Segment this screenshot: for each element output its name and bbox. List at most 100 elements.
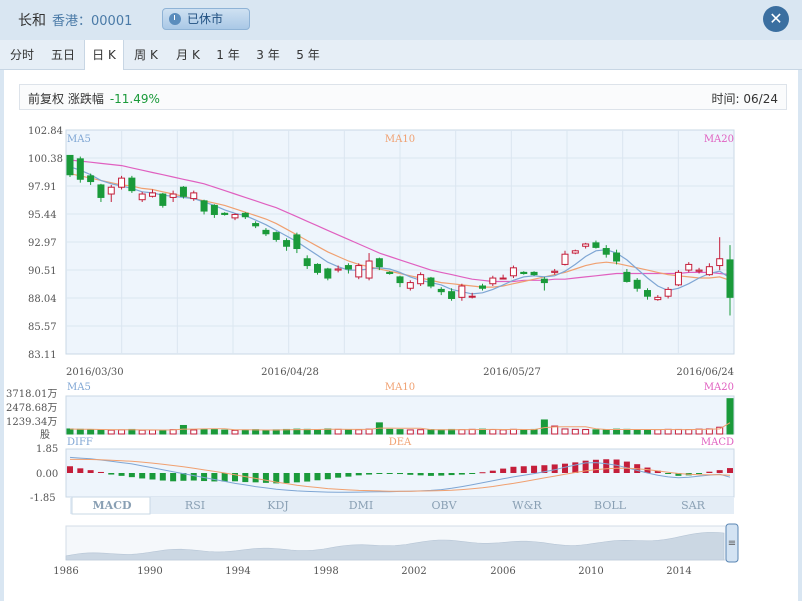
- volume-bar: [262, 429, 270, 435]
- volume-bar: [623, 428, 631, 435]
- candle-body: [314, 263, 321, 273]
- volume-bar: [355, 429, 363, 435]
- volume-bar: [417, 429, 425, 435]
- candle-body: [97, 184, 105, 198]
- macd-bar: [510, 466, 517, 473]
- indicator-tab-sar[interactable]: SAR: [681, 499, 705, 512]
- close-icon[interactable]: ✕: [763, 6, 789, 32]
- volume-bar: [396, 429, 404, 435]
- candle-body: [406, 282, 414, 289]
- macd-bar: [324, 473, 331, 480]
- volume-bar: [386, 428, 394, 435]
- volume-bar: [644, 429, 651, 435]
- volume-bar: [159, 429, 167, 435]
- candle-body: [355, 265, 363, 278]
- indicator-tab-active: [71, 496, 151, 515]
- candle-body: [468, 295, 476, 298]
- year-tick-label: 1990: [137, 566, 162, 577]
- candle-body: [427, 277, 435, 287]
- macd-bar: [232, 473, 238, 482]
- indicator-tab-rsi[interactable]: RSI: [185, 499, 205, 512]
- volume-bar: [685, 429, 693, 435]
- volume-bar: [314, 429, 321, 435]
- macd-bar: [77, 468, 84, 473]
- candle-body: [551, 270, 559, 273]
- date-tick-label: 2016/04/28: [261, 367, 319, 378]
- tab-three-year[interactable]: 3 年: [256, 48, 280, 62]
- market-code: 香港：00001: [52, 14, 133, 29]
- candle-body: [344, 265, 352, 270]
- volume-bar: [76, 428, 84, 435]
- candle-body: [221, 212, 229, 215]
- macd-bar: [118, 473, 125, 476]
- candle-body: [386, 271, 394, 275]
- candle-body: [262, 229, 270, 235]
- macd-bar: [108, 473, 115, 475]
- macd-tick-label: 1.85: [36, 444, 58, 455]
- indicator-tab-kdj[interactable]: KDJ: [267, 499, 288, 512]
- volume-bar: [571, 428, 579, 435]
- candle-body: [695, 269, 703, 272]
- macd-bar: [562, 463, 568, 473]
- candle-body: [685, 263, 693, 271]
- macd-bar: [87, 470, 94, 473]
- candle-body: [705, 266, 713, 276]
- candle-body: [76, 158, 84, 180]
- candle-body: [283, 240, 291, 247]
- candle-body: [159, 193, 167, 206]
- candle-body: [726, 259, 734, 298]
- macd-bar: [211, 473, 218, 482]
- indicator-tab-dmi[interactable]: DMI: [349, 499, 373, 512]
- price-tick-label: 100.38: [28, 154, 63, 165]
- candle-body: [324, 268, 332, 279]
- macd-bar: [273, 473, 280, 484]
- candle-body: [592, 242, 600, 248]
- macd-bar: [128, 473, 135, 478]
- macd-bar: [67, 466, 73, 473]
- candle-body: [138, 193, 146, 201]
- macd-bar: [696, 473, 703, 474]
- price-tick-label: 88.04: [28, 294, 57, 305]
- volume-bar: [520, 429, 528, 435]
- volume-plot-area: [65, 395, 735, 435]
- candle-body: [200, 200, 208, 212]
- macd-bar: [283, 473, 290, 484]
- volume-bar: [654, 429, 662, 435]
- tab-one-year[interactable]: 1 年: [216, 48, 240, 62]
- ma20-legend: MA20: [704, 134, 734, 145]
- tab-monthly-k[interactable]: 月 K: [176, 48, 200, 62]
- year-tick-label: 1986: [53, 566, 78, 577]
- macd-bar: [531, 465, 538, 473]
- macd-bar: [500, 468, 507, 473]
- indicator-tab-macd[interactable]: MACD: [92, 499, 131, 512]
- volume-tick-label: 2478.68万: [6, 403, 57, 414]
- info-bar: 前复权 涨跌幅 -11.49% 时间: 06/24: [19, 84, 787, 110]
- volume-bar: [118, 429, 126, 435]
- price-tick-label: 97.91: [28, 182, 57, 193]
- volume-tick-label: 1239.34万: [6, 417, 57, 428]
- tab-five-year[interactable]: 5 年: [296, 48, 320, 62]
- indicator-tab-obv[interactable]: OBV: [431, 499, 457, 512]
- tab-intraday[interactable]: 分时: [9, 48, 34, 62]
- volume-bar: [406, 429, 414, 435]
- volume-unit-label: 股: [40, 429, 50, 441]
- indicator-tab-wr[interactable]: W&R: [512, 499, 542, 512]
- macd-bar: [139, 473, 146, 479]
- year-tick-label: 2002: [401, 566, 426, 577]
- macd-bar: [520, 466, 527, 473]
- tab-five-day[interactable]: 五日: [50, 48, 75, 62]
- macd-bar: [541, 465, 548, 473]
- candle-body: [396, 276, 404, 284]
- candle-body: [231, 213, 239, 219]
- dea-legend: DEA: [389, 437, 412, 448]
- tab-daily-k[interactable]: 日 K: [84, 40, 124, 71]
- year-tick-label: 1994: [225, 566, 250, 577]
- macd-bar: [149, 473, 156, 480]
- candle-body: [334, 268, 342, 271]
- volume-bar: [200, 428, 208, 435]
- macd-bar: [180, 473, 187, 481]
- indicator-tab-boll[interactable]: BOLL: [594, 499, 627, 512]
- volume-bar: [210, 428, 218, 435]
- tab-weekly-k[interactable]: 周 K: [134, 48, 158, 62]
